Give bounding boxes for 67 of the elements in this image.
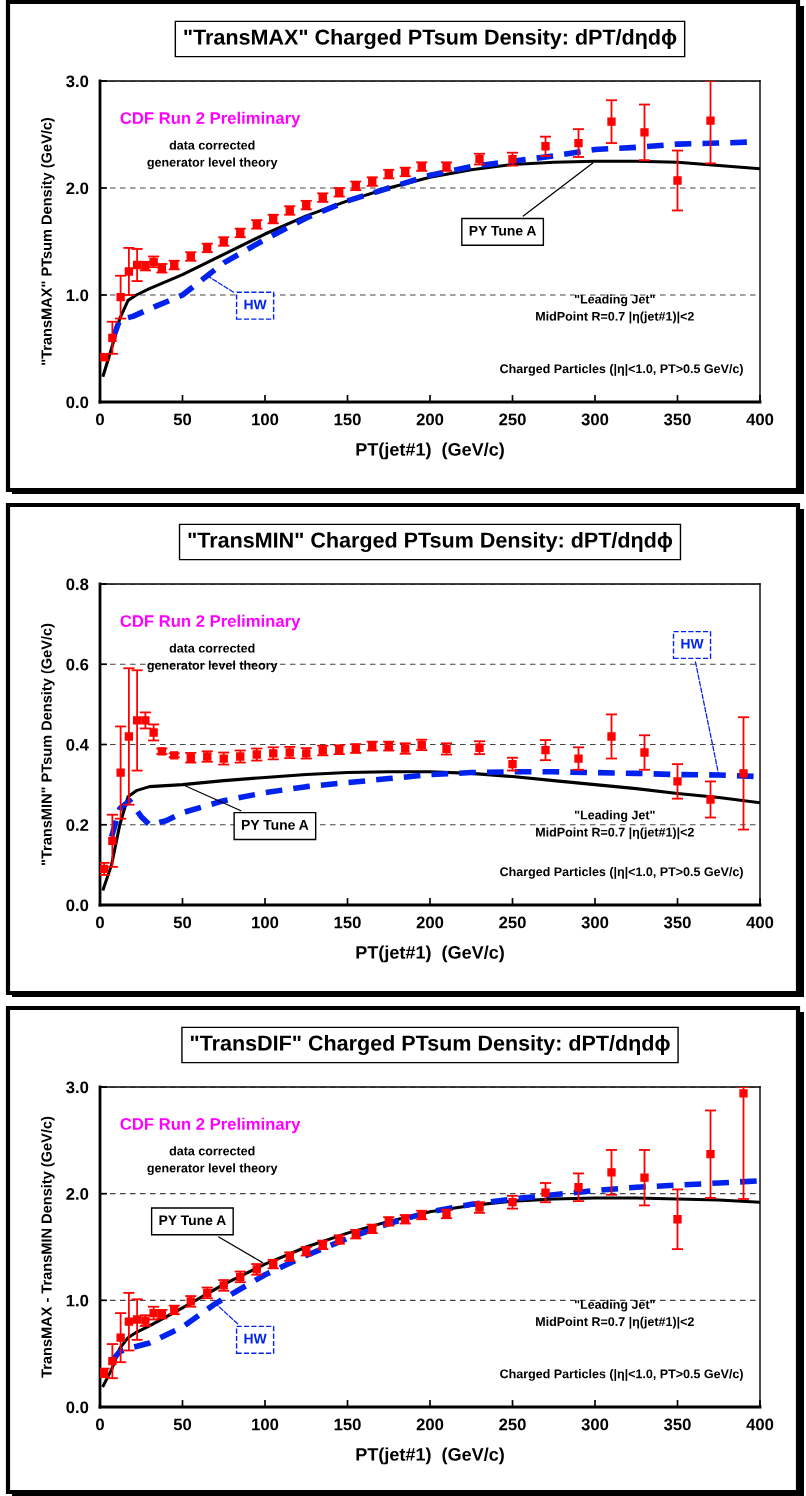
x-tick-label: 200 bbox=[416, 1418, 444, 1431]
text: HW bbox=[681, 639, 704, 649]
x-tick-label: 250 bbox=[499, 916, 526, 929]
x-tick-label: 50 bbox=[173, 1418, 192, 1431]
y-tick-label: 3.0 bbox=[66, 75, 89, 88]
x-axis-title: PT(jet#1) (GeV/c) bbox=[356, 1447, 504, 1465]
y-axis-title: "TransMAX" PTsum Density (GeV/c) bbox=[41, 117, 55, 365]
y-tick-label: 2.0 bbox=[66, 1188, 89, 1200]
x-tick-label: 0 bbox=[96, 1418, 104, 1431]
y-axis-title: TransMAX - TransMIN Density (GeV/c) bbox=[41, 1116, 55, 1378]
text: PY Tune A bbox=[469, 225, 537, 236]
x-tick-label: 400 bbox=[746, 413, 774, 426]
chart-title: "TransMIN" Charged PTsum Density: dPT/dηdϕ bbox=[188, 531, 673, 553]
x-tick-label: 300 bbox=[581, 413, 609, 426]
y-tick-label: 0.0 bbox=[66, 1401, 89, 1414]
chart-title: "TransMAX" Charged PTsum Density: dPT/dηdϕ bbox=[184, 28, 677, 50]
x-tick-label: 50 bbox=[173, 413, 192, 426]
y-tick-label: 2.0 bbox=[66, 182, 89, 195]
annotation: CDF Run 2 Preliminary bbox=[120, 111, 301, 128]
x-tick-label: 50 bbox=[173, 916, 192, 929]
x-tick-label: 150 bbox=[334, 1418, 361, 1431]
annotation: "Leading Jet" MidPoint R=0.7 |η(jet#1)|<2 bbox=[536, 1299, 694, 1329]
text: HW bbox=[244, 1333, 267, 1344]
y-tick-label: 0.0 bbox=[66, 899, 89, 912]
x-tick-label: 400 bbox=[746, 916, 774, 929]
annotation: Charged Particles (|η|<1.0, PT>0.5 GeV/c) bbox=[500, 1369, 743, 1381]
annotation: data corrected generator level theory bbox=[147, 140, 278, 170]
x-tick-label: 100 bbox=[252, 413, 279, 426]
y-tick-label: 0.0 bbox=[66, 396, 89, 409]
y-axis-title: "TransMIN" PTsum Density (GeV/c) bbox=[41, 623, 55, 865]
annotation: data corrected generator level theory bbox=[147, 1146, 278, 1175]
y-tick-label: 0.8 bbox=[66, 578, 89, 591]
x-axis-title: PT(jet#1) (GeV/c) bbox=[356, 442, 504, 460]
annotation: CDF Run 2 Preliminary bbox=[120, 1117, 301, 1134]
x-tick-label: 350 bbox=[663, 1418, 691, 1431]
x-tick-label: 150 bbox=[334, 413, 361, 426]
x-tick-label: 0 bbox=[96, 413, 104, 426]
chart-title: "TransDIF" Charged PTsum Density: dPT/dηdϕ bbox=[190, 1034, 670, 1056]
x-tick-label: 200 bbox=[416, 413, 444, 426]
x-tick-label: 300 bbox=[581, 916, 609, 929]
text: HW bbox=[244, 299, 267, 310]
text: PY Tune A bbox=[242, 820, 309, 830]
y-tick-label: 3.0 bbox=[66, 1081, 89, 1094]
x-tick-label: 200 bbox=[416, 916, 444, 929]
x-tick-label: 100 bbox=[252, 1418, 279, 1431]
annotation: "Leading Jet" MidPoint R=0.7 |η(jet#1)|<2 bbox=[536, 294, 694, 324]
x-tick-label: 300 bbox=[581, 1418, 609, 1431]
x-tick-label: 0 bbox=[96, 916, 104, 929]
y-tick-label: 0.2 bbox=[66, 819, 89, 831]
x-tick-label: 400 bbox=[746, 1418, 774, 1431]
x-tick-label: 250 bbox=[499, 413, 526, 426]
text: PY Tune A bbox=[159, 1215, 226, 1226]
annotation: Charged Particles (|η|<1.0, PT>0.5 GeV/c) bbox=[500, 363, 743, 376]
annotation: data corrected generator level theory bbox=[147, 643, 278, 673]
x-tick-label: 350 bbox=[663, 916, 691, 929]
y-tick-label: 1.0 bbox=[66, 1294, 89, 1307]
x-tick-label: 250 bbox=[499, 1418, 526, 1431]
x-tick-label: 350 bbox=[663, 413, 691, 426]
x-axis-title: PT(jet#1) (GeV/c) bbox=[356, 945, 504, 963]
y-tick-label: 0.4 bbox=[66, 738, 89, 751]
annotation: Charged Particles (|η|<1.0, PT>0.5 GeV/c) bbox=[500, 866, 743, 879]
y-tick-label: 1.0 bbox=[66, 289, 89, 302]
x-tick-label: 150 bbox=[334, 916, 361, 929]
annotation: CDF Run 2 Preliminary bbox=[120, 614, 301, 631]
annotation: "Leading Jet" MidPoint R=0.7 |η(jet#1)|<2 bbox=[536, 810, 694, 840]
y-tick-label: 0.6 bbox=[66, 658, 89, 671]
x-tick-label: 100 bbox=[252, 916, 279, 929]
